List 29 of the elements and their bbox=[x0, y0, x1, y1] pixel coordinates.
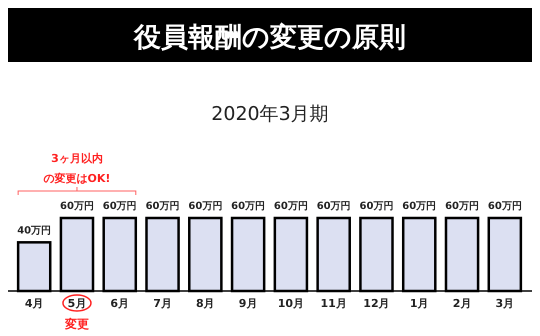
data-label: 60万円 bbox=[188, 201, 222, 212]
data-label: 60万円 bbox=[231, 201, 266, 212]
x-tick-label: 1月 bbox=[410, 297, 429, 310]
data-label: 40万円 bbox=[17, 225, 52, 236]
x-tick-label: 7月 bbox=[153, 297, 172, 310]
x-tick-label: 12月 bbox=[363, 297, 390, 310]
data-label: 60万円 bbox=[445, 201, 479, 212]
data-label: 60万円 bbox=[102, 201, 137, 212]
x-tick-label: 5月 bbox=[68, 297, 86, 310]
data-label: 60万円 bbox=[488, 201, 522, 212]
text: の変更はOK! bbox=[44, 172, 110, 185]
data-label: 60万円 bbox=[316, 201, 351, 212]
data-label: 60万円 bbox=[60, 201, 94, 212]
x-tick-label: 9月 bbox=[238, 297, 258, 310]
data-label: 60万円 bbox=[402, 201, 436, 212]
chart-subtitle: 2020年3月期 bbox=[211, 103, 329, 125]
x-tick-label: 3月 bbox=[495, 297, 514, 310]
x-tick-label: 4月 bbox=[24, 297, 44, 310]
text: 変更 bbox=[64, 317, 89, 331]
data-label: 60万円 bbox=[360, 201, 394, 212]
x-tick-label: 6月 bbox=[110, 297, 130, 310]
x-tick-label: 2月 bbox=[452, 297, 472, 310]
text: 3ヶ月以内 bbox=[51, 152, 103, 165]
x-tick-label: 8月 bbox=[196, 297, 215, 310]
data-label: 60万円 bbox=[146, 201, 180, 212]
chart-title: 役員報酬の変更の原則 bbox=[133, 22, 406, 53]
x-tick-label: 10月 bbox=[278, 297, 304, 310]
data-label: 60万円 bbox=[274, 201, 308, 212]
x-tick-label: 11月 bbox=[320, 297, 347, 310]
